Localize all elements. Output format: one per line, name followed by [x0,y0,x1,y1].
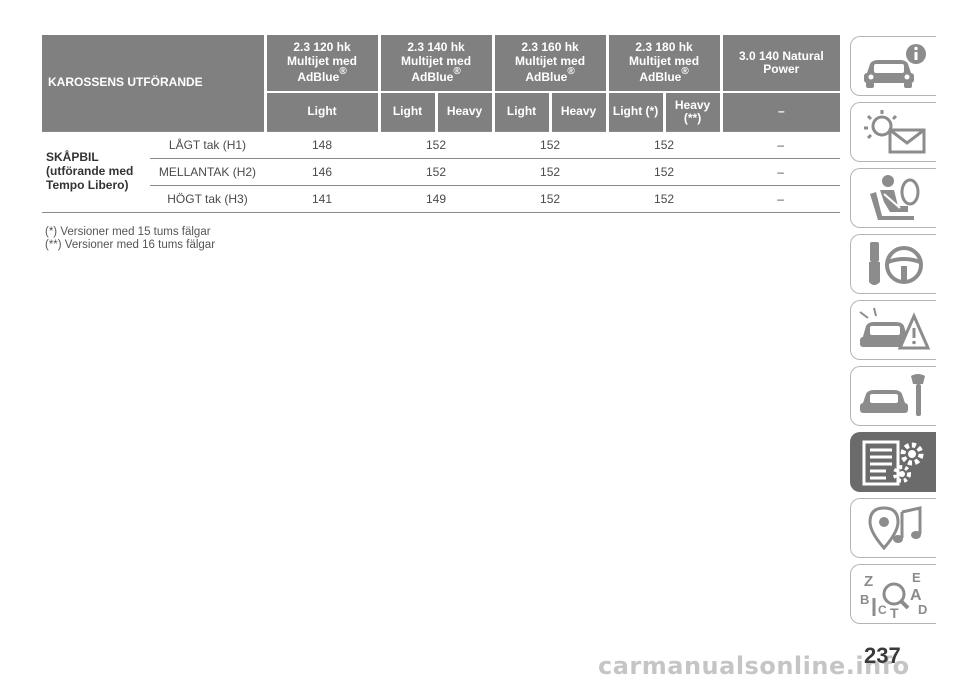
page-number: 237 [864,643,901,668]
table-cell: 152 [493,158,608,186]
footnote: (*) Versioner med 15 tums fälgar [45,226,211,238]
table-cell: 152 [379,131,494,159]
engine-header: 2.3 180 hk Multijet med AdBlue® [607,35,723,92]
table-cell: 148 [265,131,380,159]
tab-car-info[interactable] [850,36,936,96]
subheader: Light (*) [607,91,666,132]
table-cell: 146 [265,158,380,186]
row-label: HÖGT tak (H3) [150,185,265,213]
warning-lights-message-icon [863,110,925,154]
car-breakdown-icon [858,307,930,350]
spec-table: KAROSSENS UTFÖRANDE 2.3 120 hk Multijet … [42,35,841,213]
tab-multimedia[interactable] [850,498,936,558]
table-cell: 152 [607,131,722,159]
airbag-seat-icon [869,175,919,220]
row-label: LÅGT tak (H1) [150,131,265,159]
technical-data-gears-icon [862,440,923,486]
table-row: MELLANTAK (H2) 146 152 152 152 – [42,158,841,186]
row-label: MELLANTAK (H2) [150,158,265,186]
table-cell: 149 [379,185,494,213]
alphabetical-index-icon: Z E B A D C T [860,570,927,620]
engine-header: 2.3 140 hk Multijet med AdBlue® [379,35,495,92]
svg-text:B: B [860,592,869,607]
table-cell: – [721,185,841,213]
subheader: Light [493,91,552,132]
svg-text:E: E [912,570,921,585]
engine-header: 2.3 120 hk Multijet med AdBlue® [265,35,381,92]
table-cell: 152 [493,131,608,159]
tab-starting-driving[interactable] [850,234,936,294]
subheader: Light [379,91,438,132]
corner-header: KAROSSENS UTFÖRANDE [42,35,267,132]
footnote: (**) Versioner med 16 tums fälgar [45,239,216,251]
subheader: Heavy (**) [664,91,723,132]
watermark: carmanualsonline.info [598,652,910,680]
table-cell: 152 [607,185,722,213]
table-cell: 141 [265,185,380,213]
multimedia-music-icon [867,506,921,551]
tab-maintenance[interactable] [850,366,936,426]
car-maintenance-wrench-icon [859,374,925,416]
svg-text:T: T [890,605,899,620]
engine-header: 2.3 160 hk Multijet med AdBlue® [493,35,609,92]
svg-text:C: C [878,603,887,617]
subheader: Light [265,91,381,132]
subheader: Heavy [550,91,609,132]
subheader: Heavy [436,91,495,132]
group-label: SKÅPBIL (utförande med Tempo Libero) [42,131,150,213]
table-row: HÖGT tak (H3) 141 149 152 152 – [42,185,841,213]
svg-text:A: A [910,587,922,604]
table-cell: 152 [493,185,608,213]
svg-text:Z: Z [864,573,873,590]
subheader: – [721,91,841,132]
table-cell: – [721,158,841,186]
tab-technical-data[interactable] [850,432,936,492]
engine-header: 3.0 140 Natural Power [721,35,841,92]
tab-warning-lights[interactable] [850,102,936,162]
svg-text:D: D [918,602,927,617]
tab-emergency[interactable] [850,300,936,360]
table-cell: 152 [379,158,494,186]
tab-index[interactable]: Z E B A D C T [850,564,936,624]
table-cell: 152 [607,158,722,186]
table-row: SKÅPBIL (utförande med Tempo Libero) LÅG… [42,131,841,213]
car-info-icon [863,44,926,88]
tab-safety[interactable] [850,168,936,228]
key-steering-wheel-icon [868,242,923,285]
table-cell: – [721,131,841,159]
footnotes: (*) Versioner med 15 tums fälgar (**) Ve… [45,226,215,252]
chapter-tabs: Z E B A D C T [850,36,938,630]
